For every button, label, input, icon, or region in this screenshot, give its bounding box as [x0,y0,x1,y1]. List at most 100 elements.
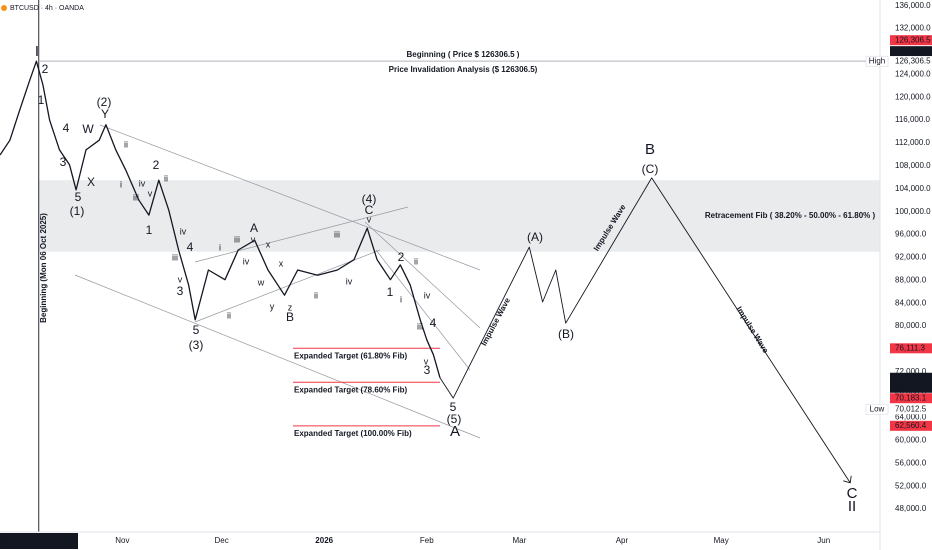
wave-label: ii [124,139,128,149]
wave-label: II [848,498,856,515]
wave-label: (2) [97,95,112,109]
channel-line [194,206,409,263]
wave-label: W [82,122,94,136]
tag-box [865,55,889,67]
x-tick-label: Nov [115,536,129,545]
symbol-icon [1,5,7,11]
wave-label: (3) [189,338,204,352]
wave-label: 4 [430,316,437,330]
target-label: Expanded Target (78.60% Fib) [294,385,408,394]
wave-label: iv [139,178,146,188]
wave-label: iv [180,226,187,236]
y-tick-label: 112,000.0 [895,138,931,147]
y-tick-label: 136,000.0 [895,1,931,10]
y-tick-label: 84,000.0 [895,298,927,307]
wave-label: 4 [63,121,70,135]
note: Beginning (Mon 06 Oct 2025) [39,213,48,323]
price-label: 76,111.3 [895,343,926,352]
wave-label: 5 [450,400,457,414]
wave-label: (C) [642,162,659,176]
wave-label: 2 [42,62,49,76]
price-badge [890,56,932,67]
channel-line [99,124,481,271]
price-badge [890,46,932,57]
wave-label: v [178,274,183,284]
wave-label: ii [227,310,231,320]
y-tick-label: 88,000.0 [895,275,927,284]
x-tick-label: Feb [420,536,434,545]
wave-label: 1 [387,285,394,299]
wave-label: 2 [153,158,160,172]
price-label: 126,306.5 [895,56,931,65]
wave-label: (B) [558,327,574,341]
price-badge [890,343,932,354]
wave-label: i [120,179,122,189]
price-label: 70,183.1 [895,393,927,402]
wave-label: 2 [398,250,405,264]
cursor-badge [0,533,78,549]
retracement-zone [38,180,881,252]
y-tick-label: 92,000.0 [895,253,927,262]
wave-label: (A) [527,230,543,244]
wave-label: (1) [70,204,85,218]
y-tick-label: 48,000.0 [895,504,927,513]
symbol: BTCUSD · 4h · OANDA [10,5,84,12]
x-tick-label: Dec [215,536,229,545]
price-badge [890,393,932,404]
price-badge [890,35,932,46]
wave-label: C [365,203,374,217]
note: Beginning ( Price $ 126306.5 ) [407,50,520,59]
target-label: Expanded Target (61.80% Fib) [294,351,408,360]
x-tick-label: May [714,536,729,545]
wave-label: 1 [38,93,45,107]
wave-label: x [266,239,271,249]
y-tick-label: 96,000.0 [895,230,927,239]
y-tick-label: 80,000.0 [895,321,927,330]
y-tick-label: 60,000.0 [895,436,927,445]
wave-label: iv [243,256,250,266]
y-tick-label: 64,000.0 [895,413,927,422]
wave-label: 1 [146,223,153,237]
price-badge [890,372,932,393]
wave-label: x [279,258,284,268]
wave-label: (4) [362,192,377,206]
wave-label: iv [346,276,353,286]
channel-line [364,221,481,329]
x-tick-label: Jun [817,536,830,545]
x-tick-label: Mar [513,536,527,545]
zone-label: Retracement Fib ( 38.20% - 50.00% - 61.8… [705,211,876,220]
y-tick-label: 132,000.0 [895,24,931,33]
wave-label: iii [417,321,423,331]
y-tick-label: 100,000.0 [895,207,931,216]
wave-label: v [424,356,429,366]
wave-label: iii [172,252,178,262]
y-tick-label: 108,000.0 [895,161,931,170]
wave-label: I [35,43,39,60]
y-tick-label: 52,000.0 [895,481,927,490]
price-badge [890,404,932,415]
wave-label: iii [234,234,240,244]
y-tick-label: 56,000.0 [895,458,927,467]
wave-label: v [148,188,153,198]
wave-label: v [367,214,372,224]
wave-label: i [219,242,221,252]
wave-label: 4 [187,240,194,254]
wave-label: v [251,234,256,244]
wave-label: ii [414,256,418,266]
wave-label: C [847,485,858,502]
countdown: 59:37 [895,383,916,392]
channel-line [375,249,471,371]
price-label: 70,012.5 [895,404,927,413]
cursor-label: Mon 06 Oct '25 17:00 [1,536,78,545]
wave-label: w [257,277,265,287]
wave-label: i [400,294,402,304]
tag-box [865,403,889,415]
price-tag: Low [870,404,885,413]
wave-label: X [87,175,95,189]
wave-label: ii [314,290,318,300]
price-label: 126,306.5 [895,35,931,44]
wave-label: ii [164,173,168,183]
wave-label: 5 [193,323,200,337]
